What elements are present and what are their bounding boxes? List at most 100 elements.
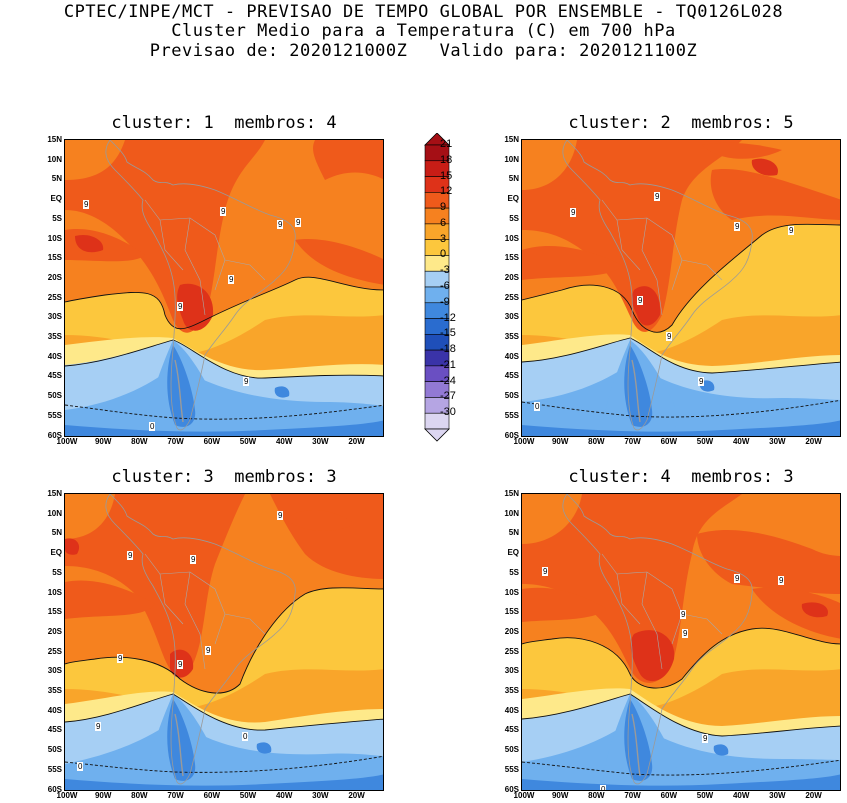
lon-tick-label: 40W bbox=[732, 437, 750, 446]
contour-label: 9 bbox=[190, 555, 197, 564]
map-canvas bbox=[522, 494, 840, 790]
colorbar-tick-label: 9 bbox=[440, 201, 447, 214]
map-panel-3: 9 9 9 9 9 9 9 0 0 bbox=[64, 493, 384, 791]
temp-band-15 bbox=[75, 234, 104, 253]
contour-label: 9 bbox=[277, 511, 284, 520]
contour-line-minus9 bbox=[65, 755, 383, 773]
temp-band-minus9 bbox=[624, 345, 653, 427]
continent-outline bbox=[562, 494, 753, 785]
colorbar-tick-label: 18 bbox=[440, 153, 453, 166]
lat-tick-label: 50S bbox=[504, 745, 519, 755]
contour-label: 9 bbox=[654, 192, 661, 201]
contour-line-9 bbox=[65, 276, 383, 330]
contour-label: 9 bbox=[117, 654, 124, 663]
temp-band-12 bbox=[522, 494, 742, 683]
contour-label: 9 bbox=[243, 377, 250, 386]
contour-line-0 bbox=[65, 693, 383, 731]
contour-line-minus9 bbox=[522, 399, 840, 418]
contour-label: 9 bbox=[177, 302, 184, 311]
lat-tick-label: 15S bbox=[47, 253, 62, 263]
contour-label: 9 bbox=[788, 226, 795, 235]
lon-tick-label: 20W bbox=[805, 791, 822, 800]
contour-label: 9 bbox=[570, 208, 577, 217]
lon-tick-label: 60W bbox=[203, 791, 221, 800]
temp-band-minus6 bbox=[65, 365, 383, 436]
contour-label: 9 bbox=[778, 576, 785, 585]
lat-tick-label: 45S bbox=[504, 725, 519, 735]
lat-tick-label: 5N bbox=[51, 174, 62, 184]
lat-tick-label: 35S bbox=[504, 332, 519, 341]
contour-label: 9 bbox=[542, 567, 549, 576]
contour-label: 0 bbox=[600, 785, 607, 790]
lon-tick-label: 30W bbox=[312, 437, 329, 446]
lat-tick-label: 10N bbox=[47, 508, 62, 518]
temp-band-minus9 bbox=[256, 742, 272, 754]
lat-tick-label: 10N bbox=[504, 154, 519, 164]
temp-band-minus9 bbox=[65, 420, 383, 436]
lat-tick-label: 15N bbox=[47, 135, 62, 144]
temp-band-12 bbox=[65, 580, 155, 619]
lat-tick-label: 30S bbox=[47, 312, 62, 322]
lat-tick-label: 5N bbox=[508, 528, 519, 538]
lon-tick-label: 100W bbox=[56, 437, 78, 446]
lon-tick-label: 50W bbox=[696, 791, 714, 800]
contour-line-9 bbox=[522, 627, 840, 689]
colorbar bbox=[424, 133, 450, 442]
map-canvas bbox=[65, 494, 383, 790]
temp-band-15 bbox=[177, 283, 214, 331]
lat-tick-label: 40S bbox=[504, 351, 519, 361]
temp-band-minus9 bbox=[167, 699, 196, 781]
lat-tick-label: 50S bbox=[504, 391, 519, 401]
lat-tick-label: 30S bbox=[504, 666, 519, 676]
lat-tick-label: 25S bbox=[504, 646, 519, 656]
lon-tick-label: 40W bbox=[275, 437, 293, 446]
lat-tick-label: 5S bbox=[52, 567, 62, 577]
lon-tick-label: 80W bbox=[588, 791, 605, 800]
temp-band-12 bbox=[522, 245, 622, 280]
lat-tick-label: 30S bbox=[504, 312, 519, 322]
lat-tick-label: 15N bbox=[47, 489, 62, 498]
colorbar-tick-label: 12 bbox=[440, 185, 453, 198]
contour-label: 9 bbox=[220, 207, 227, 216]
lon-tick-label: 30W bbox=[312, 791, 329, 800]
map-panel-1: 9 9 9 9 9 9 9 0 bbox=[64, 139, 384, 437]
lon-tick-label: 60W bbox=[660, 437, 678, 446]
lon-tick-label: 50W bbox=[239, 791, 257, 800]
lat-tick-label: 35S bbox=[47, 332, 62, 341]
lat-tick-label: 60S bbox=[504, 430, 519, 440]
temp-band-minus9 bbox=[713, 744, 729, 756]
continent-outline bbox=[105, 494, 296, 785]
map-canvas bbox=[65, 140, 383, 436]
lon-tick-label: 70W bbox=[167, 791, 184, 800]
contour-label: 9 bbox=[682, 629, 689, 638]
lat-tick-label: EQ bbox=[507, 194, 519, 204]
lat-tick-label: 10N bbox=[47, 154, 62, 164]
temp-band-12 bbox=[313, 140, 383, 180]
lat-tick-label: 40S bbox=[47, 351, 62, 361]
lat-tick-label: 40S bbox=[504, 705, 519, 715]
colorbar-tick-label: 21 bbox=[440, 138, 453, 150]
lon-tick-label: 20W bbox=[348, 437, 365, 446]
lat-tick-label: 25S bbox=[47, 646, 62, 656]
lon-tick-label: 20W bbox=[348, 791, 365, 800]
contour-label: 9 bbox=[295, 218, 302, 227]
temp-band-minus9 bbox=[167, 345, 196, 427]
contour-label: 0 bbox=[77, 762, 84, 771]
figure-title-line1: CPTEC/INPE/MCT - PREVISAO DE TEMPO GLOBA… bbox=[63, 2, 784, 22]
colorbar-tick-label: 3 bbox=[440, 232, 447, 245]
lon-tick-label: 50W bbox=[239, 437, 257, 446]
figure-title-line3: Previsao de: 2020121000Z Valido para: 20… bbox=[149, 41, 698, 61]
temp-band-15 bbox=[751, 158, 778, 176]
lon-tick-label: 100W bbox=[513, 791, 535, 800]
lat-tick-label: 25S bbox=[504, 292, 519, 302]
andes-coast bbox=[631, 359, 641, 423]
lon-tick-label: 70W bbox=[624, 791, 641, 800]
country-borders bbox=[144, 199, 266, 316]
lat-tick-label: 35S bbox=[504, 686, 519, 695]
contour-label: 9 bbox=[83, 200, 90, 209]
contour-line-minus9 bbox=[522, 759, 840, 776]
lat-tick-label: 25S bbox=[47, 292, 62, 302]
temp-band-12 bbox=[65, 494, 245, 675]
country-borders bbox=[144, 553, 266, 670]
country-borders bbox=[601, 199, 723, 316]
